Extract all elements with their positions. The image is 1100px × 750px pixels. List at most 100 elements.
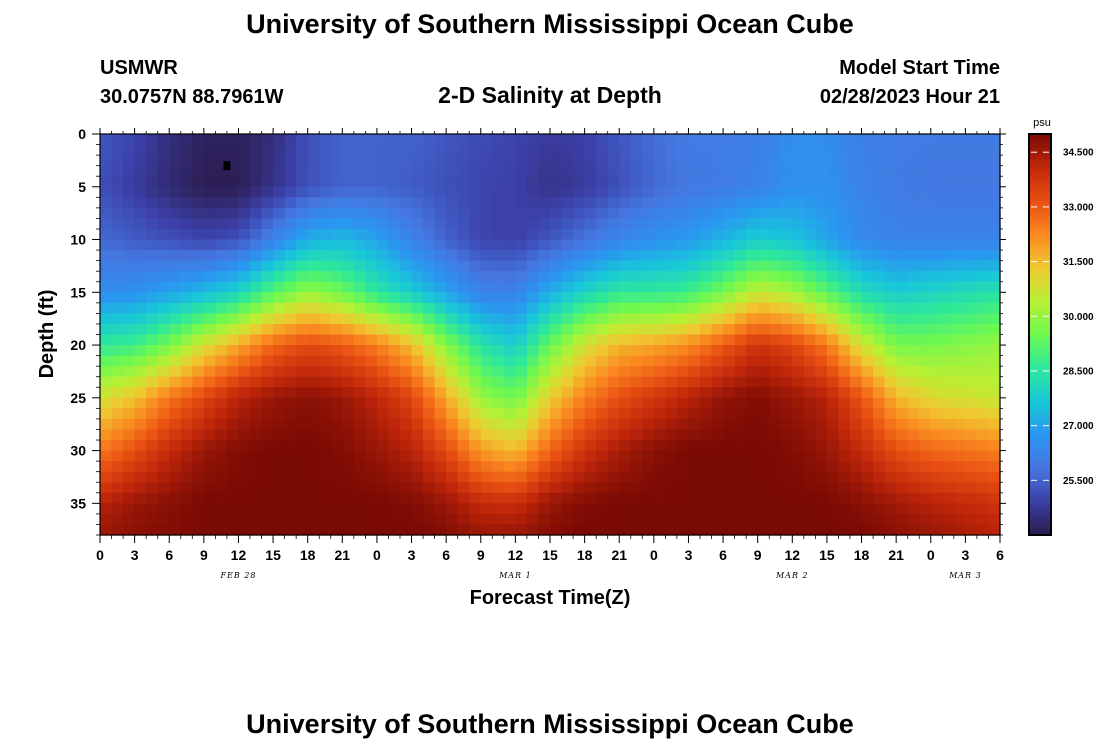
heatmap-cell xyxy=(838,323,851,336)
heatmap-cell xyxy=(550,418,563,431)
heatmap-cell xyxy=(723,302,736,314)
heatmap-cell xyxy=(411,313,424,325)
heatmap-cell xyxy=(757,218,770,230)
heatmap-cell xyxy=(619,302,632,314)
heatmap-cell xyxy=(607,345,620,357)
heatmap-cell xyxy=(273,524,286,536)
heatmap-cell xyxy=(503,397,516,409)
heatmap-cell xyxy=(111,408,124,420)
heatmap-cell xyxy=(561,492,574,504)
heatmap-cell xyxy=(123,155,136,167)
heatmap-cell xyxy=(503,197,516,209)
heatmap-cell xyxy=(780,450,793,462)
heatmap-cell xyxy=(111,155,124,167)
heatmap-cell xyxy=(203,482,216,494)
heatmap-cell xyxy=(907,440,920,452)
heatmap-cell xyxy=(411,408,424,420)
heatmap-cell xyxy=(365,334,378,346)
heatmap-cell xyxy=(826,155,840,167)
heatmap-cell xyxy=(376,218,390,230)
axes: 0 3 6 9 12 15 18 21 0 3 6 9 12 15 18 21 0 3 6 9 12 15 18 21 0 3 6F… xyxy=(70,126,1006,580)
heatmap-cell xyxy=(330,292,343,304)
heatmap-cell xyxy=(296,345,309,357)
heatmap-cell xyxy=(203,461,216,473)
heatmap-cell xyxy=(584,524,597,536)
heatmap-cell xyxy=(157,366,170,378)
heatmap-cell xyxy=(503,429,516,441)
heatmap-cell xyxy=(169,503,182,515)
heatmap-cell xyxy=(388,260,401,272)
heatmap-cell xyxy=(723,197,736,209)
heatmap-cell xyxy=(665,440,678,452)
heatmap-cell xyxy=(723,250,736,262)
heatmap-cell xyxy=(100,376,113,388)
heatmap-cell xyxy=(469,345,482,357)
heatmap-cell xyxy=(930,345,943,357)
heatmap-cell xyxy=(273,482,286,494)
heatmap-cell xyxy=(803,239,816,251)
heatmap-cell xyxy=(676,334,690,346)
heatmap-cell xyxy=(100,218,113,230)
heatmap-cell xyxy=(169,524,182,536)
heatmap-cell xyxy=(503,345,516,357)
heatmap-cell xyxy=(896,165,909,177)
heatmap-cell xyxy=(284,387,297,399)
heatmap-cell xyxy=(769,450,782,462)
heatmap-cell xyxy=(907,397,920,409)
heatmap-cell xyxy=(884,376,897,388)
heatmap-cell xyxy=(503,228,516,241)
heatmap-cell xyxy=(665,197,678,209)
heatmap-cell xyxy=(896,250,909,262)
heatmap-cell xyxy=(238,429,251,441)
heatmap-cell xyxy=(619,334,632,346)
heatmap-cell xyxy=(146,165,159,177)
heatmap-cell xyxy=(711,461,724,473)
heatmap-cell xyxy=(976,292,990,304)
heatmap-cell xyxy=(850,271,863,283)
heatmap-cell xyxy=(376,450,390,462)
heatmap-cell xyxy=(111,165,124,177)
heatmap-cell xyxy=(261,302,274,314)
heatmap-cell xyxy=(469,387,482,399)
heatmap-cell xyxy=(503,144,516,156)
x-tick-label: 15 xyxy=(542,547,558,563)
heatmap-cell xyxy=(607,186,620,198)
heatmap-cell xyxy=(850,450,863,462)
heatmap-cell xyxy=(596,260,609,272)
heatmap-cell xyxy=(111,197,124,209)
heatmap-cell xyxy=(700,134,713,146)
heatmap-cell xyxy=(388,397,401,409)
heatmap-cell xyxy=(388,144,401,156)
heatmap-cell xyxy=(746,366,759,378)
heatmap-cell xyxy=(596,440,609,452)
heatmap-cell xyxy=(330,355,343,367)
heatmap-cell xyxy=(688,155,701,167)
heatmap-cell xyxy=(930,355,943,367)
heatmap-cell xyxy=(550,292,563,304)
heatmap-cell xyxy=(388,418,401,431)
heatmap-cell xyxy=(930,176,943,188)
heatmap-cell xyxy=(630,292,643,304)
heatmap-cell xyxy=(919,281,932,293)
x-tick-label: 12 xyxy=(508,547,524,563)
heatmap-cell xyxy=(400,176,413,188)
heatmap-cell xyxy=(146,239,159,251)
heatmap-cell xyxy=(192,345,205,357)
heatmap-cell xyxy=(930,239,943,251)
heatmap-cell xyxy=(250,503,263,515)
heatmap-cell xyxy=(111,228,124,241)
heatmap-cell xyxy=(561,482,574,494)
heatmap-cell xyxy=(261,271,274,283)
heatmap-cell xyxy=(896,207,909,220)
heatmap-cell xyxy=(296,323,309,336)
heatmap-cell xyxy=(919,471,932,483)
heatmap-cell xyxy=(469,281,482,293)
heatmap-cell xyxy=(353,176,366,188)
heatmap-cell xyxy=(100,197,113,209)
heatmap-cell xyxy=(607,134,620,146)
heatmap-cell xyxy=(238,345,251,357)
heatmap-cell xyxy=(873,355,886,367)
heatmap-cell xyxy=(953,176,966,188)
heatmap-cell xyxy=(411,387,424,399)
heatmap-cell xyxy=(330,376,343,388)
